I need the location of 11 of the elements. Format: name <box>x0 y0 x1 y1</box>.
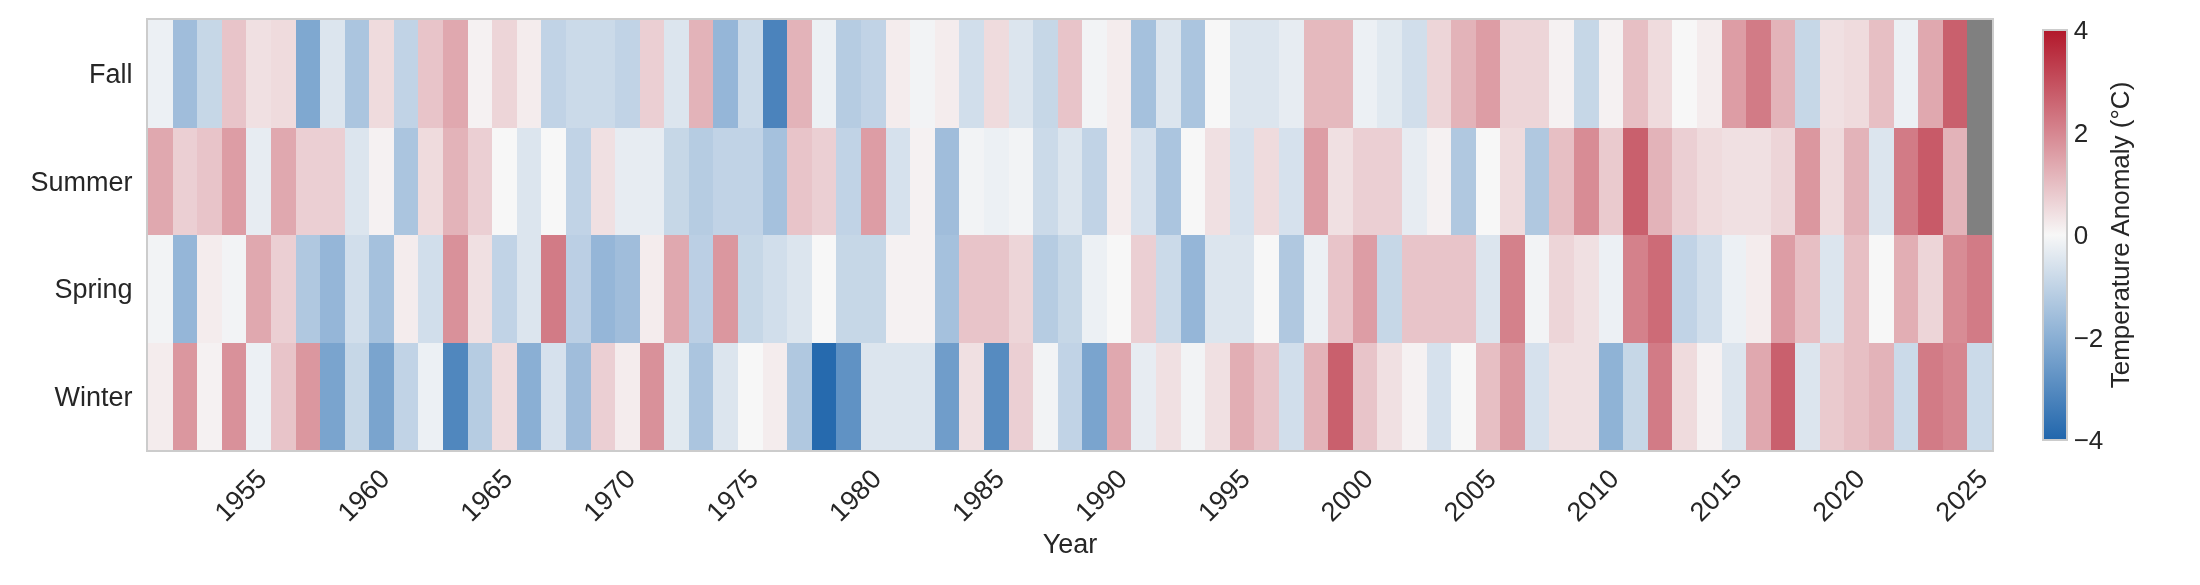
color-bar-label: 0 <box>2073 220 2089 251</box>
x-axis-title: Year <box>1042 529 1098 560</box>
color-bar-title: Temperature Anomaly (°C) <box>2105 81 2136 389</box>
color-bar-label: −2 <box>2073 322 2104 353</box>
y-tick-label: Fall <box>89 59 133 90</box>
color-bar-label: −4 <box>2073 425 2104 456</box>
y-tick-label: Summer <box>30 166 133 197</box>
color-bar-label: 4 <box>2073 15 2089 46</box>
y-tick-label: Winter <box>54 381 133 412</box>
color-bar-label: 2 <box>2073 117 2089 148</box>
y-tick-label: Spring <box>54 274 133 305</box>
